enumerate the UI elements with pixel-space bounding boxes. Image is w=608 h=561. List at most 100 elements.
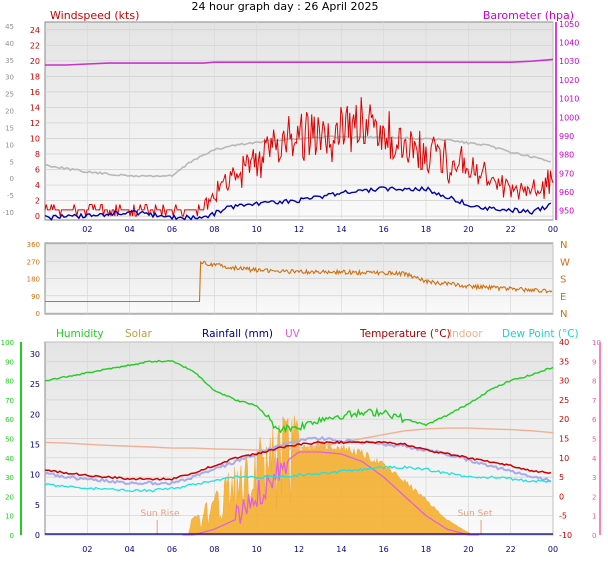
temp-tick-label: -10 bbox=[559, 531, 572, 540]
dew-point-line bbox=[44, 465, 552, 493]
weather-x-tick-label: 00 bbox=[548, 545, 558, 554]
weather-x-tick-label: 04 bbox=[125, 545, 135, 554]
x-tick-label: 00 bbox=[548, 225, 558, 234]
humidity-tick-label: 70 bbox=[5, 397, 14, 405]
legend-entry: Indoor bbox=[449, 328, 483, 340]
uv-tick-label: 3 bbox=[592, 474, 596, 482]
baro-tick-label: 1040 bbox=[559, 39, 579, 48]
legend-entry: Solar bbox=[125, 328, 152, 340]
chart-title: 24 hour graph day : 26 April 2025 bbox=[192, 0, 379, 13]
temp-tick-label: 40 bbox=[559, 338, 569, 347]
baro-tick-label: 960 bbox=[559, 188, 574, 197]
humidity-tick-label: 50 bbox=[5, 436, 14, 444]
outer-tick-label: -10 bbox=[3, 209, 14, 217]
x-tick-label: 06 bbox=[167, 225, 177, 234]
baro-tick-label: 1010 bbox=[559, 95, 579, 104]
dir-tick-label: 90 bbox=[31, 293, 40, 301]
x-tick-label: 14 bbox=[336, 225, 346, 234]
x-tick-label: 20 bbox=[463, 225, 473, 234]
temp-tick-label: 20 bbox=[559, 415, 569, 424]
barometer-line bbox=[45, 58, 554, 66]
weather-x-tick-label: 06 bbox=[167, 545, 177, 554]
rain-tick-label: 10 bbox=[30, 471, 40, 480]
baro-tick-label: 990 bbox=[559, 132, 574, 141]
wind-tick-label: 22 bbox=[30, 41, 40, 50]
compass-label: S bbox=[560, 275, 566, 286]
compass-label: N bbox=[560, 240, 567, 251]
dir-tick-label: 0 bbox=[36, 310, 40, 318]
baro-tick-label: 950 bbox=[559, 207, 574, 216]
uv-tick-label: 8 bbox=[592, 378, 596, 386]
uv-tick-label: 7 bbox=[592, 397, 596, 405]
temp-tick-label: 25 bbox=[559, 396, 569, 405]
humidity-tick-label: 40 bbox=[5, 455, 14, 463]
dir-tick-label: 360 bbox=[27, 241, 40, 249]
x-tick-label: 16 bbox=[379, 225, 389, 234]
humidity-tick-label: 100 bbox=[1, 339, 14, 347]
weather-x-tick-label: 22 bbox=[506, 545, 516, 554]
weather-x-tick-label: 02 bbox=[82, 545, 92, 554]
x-tick-label: 10 bbox=[252, 225, 262, 234]
outer-tick-label: 5 bbox=[10, 158, 14, 166]
windspeed-axis-title: Windspeed (kts) bbox=[50, 9, 139, 22]
wind-tick-label: 14 bbox=[30, 103, 40, 112]
weather-x-tick-label: 12 bbox=[294, 545, 304, 554]
rain-tick-label: 25 bbox=[30, 380, 40, 389]
dir-tick-label: 180 bbox=[27, 276, 40, 284]
legend-entry: Humidity bbox=[56, 328, 104, 340]
outer-tick-label: 15 bbox=[5, 124, 14, 132]
humidity-tick-label: 10 bbox=[5, 513, 14, 521]
outer-tick-label: 45 bbox=[5, 23, 14, 31]
legend-entry: UV bbox=[285, 328, 301, 340]
wind-grey-line bbox=[44, 135, 551, 178]
temp-tick-label: 35 bbox=[559, 357, 569, 366]
humidity-tick-label: 90 bbox=[5, 358, 14, 366]
wind-tick-label: 12 bbox=[30, 119, 40, 128]
wind-tick-label: 8 bbox=[35, 150, 40, 159]
compass-label: W bbox=[560, 257, 570, 268]
temp-tick-label: 15 bbox=[559, 435, 569, 444]
wind-tick-label: 20 bbox=[30, 57, 40, 66]
rain-tick-label: 30 bbox=[30, 350, 40, 359]
compass-label: E bbox=[560, 292, 566, 303]
sunset-label: Sun Set bbox=[458, 509, 493, 519]
legend-entry: Dew Point (°C) bbox=[502, 328, 579, 340]
uv-tick-label: 4 bbox=[592, 455, 597, 463]
legend-entry: Temperature (°C) bbox=[359, 328, 451, 340]
humidity-tick-label: 30 bbox=[5, 474, 14, 482]
temperature-line bbox=[44, 440, 552, 481]
weather-x-tick-label: 20 bbox=[463, 545, 473, 554]
wind-average-line bbox=[44, 185, 552, 221]
uv-tick-label: 6 bbox=[592, 416, 597, 424]
uv-line bbox=[182, 451, 479, 536]
humidity-tick-label: 0 bbox=[10, 532, 14, 540]
outer-tick-label: 10 bbox=[5, 141, 14, 149]
baro-tick-label: 1050 bbox=[559, 20, 579, 29]
outer-tick-label: 0 bbox=[10, 175, 14, 183]
weather-x-tick-label: 08 bbox=[209, 545, 219, 554]
wind-tick-label: 0 bbox=[35, 212, 40, 221]
compass-label: N bbox=[560, 309, 567, 320]
rain-tick-label: 15 bbox=[30, 441, 40, 450]
apparent-temp-line bbox=[44, 435, 552, 486]
weather-x-tick-label: 14 bbox=[336, 545, 346, 554]
sunrise-label: Sun Rise bbox=[141, 509, 180, 519]
wind-tick-label: 18 bbox=[30, 72, 40, 81]
temp-tick-label: 0 bbox=[559, 492, 564, 501]
wind-tick-label: 16 bbox=[30, 88, 40, 97]
outer-tick-label: 40 bbox=[5, 40, 14, 48]
rain-tick-label: 0 bbox=[35, 531, 40, 540]
x-tick-label: 18 bbox=[421, 225, 431, 234]
outer-tick-label: -5 bbox=[7, 192, 14, 200]
baro-tick-label: 1030 bbox=[559, 57, 579, 66]
x-tick-label: 08 bbox=[209, 225, 219, 234]
temp-tick-label: 10 bbox=[559, 454, 569, 463]
wind-tick-label: 4 bbox=[35, 181, 40, 190]
outer-tick-label: 25 bbox=[5, 91, 14, 99]
weather-x-tick-label: 18 bbox=[421, 545, 431, 554]
humidity-tick-label: 60 bbox=[5, 416, 14, 424]
x-tick-label: 04 bbox=[125, 225, 135, 234]
